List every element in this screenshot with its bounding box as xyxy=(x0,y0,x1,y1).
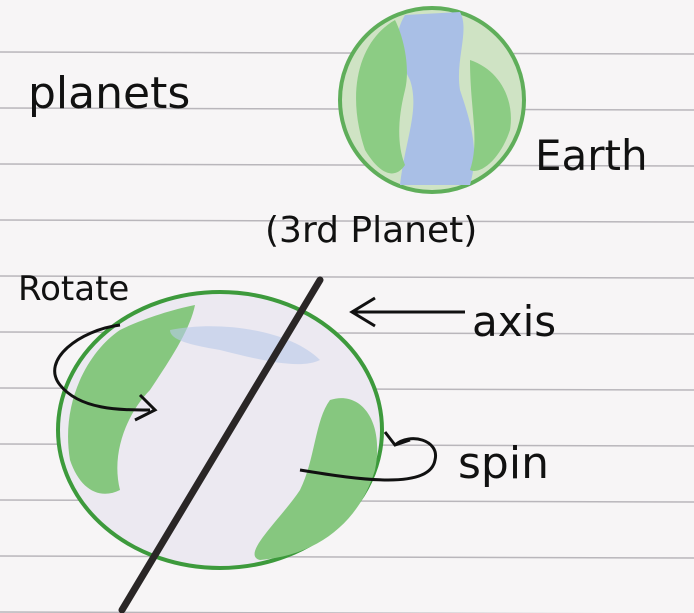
earth-drawing xyxy=(338,6,526,194)
planet-drawing xyxy=(53,276,465,613)
ocean xyxy=(170,326,320,365)
rotate-arrowhead xyxy=(134,393,158,422)
spin-arrow xyxy=(299,431,437,482)
ruled-line xyxy=(0,163,694,167)
rotate-arrow xyxy=(53,323,151,412)
rotate-label: Rotate xyxy=(18,269,129,309)
continent xyxy=(254,398,378,560)
ocean xyxy=(397,12,475,185)
continent xyxy=(470,60,511,171)
axis-label: axis xyxy=(472,297,556,346)
continent xyxy=(68,305,195,494)
ruled-line xyxy=(0,611,608,613)
earth-label: Earth xyxy=(535,131,648,180)
ruled-line xyxy=(0,555,694,559)
spin-label: spin xyxy=(458,438,549,489)
ruled-line xyxy=(0,275,694,279)
planets-label: planets xyxy=(28,68,190,119)
axis-line xyxy=(118,276,324,613)
third-planet-label: (3rd Planet) xyxy=(265,210,477,251)
axis-arrow xyxy=(349,296,465,328)
continent xyxy=(356,20,407,174)
ruled-line xyxy=(0,219,694,223)
ruled-line xyxy=(0,51,694,55)
